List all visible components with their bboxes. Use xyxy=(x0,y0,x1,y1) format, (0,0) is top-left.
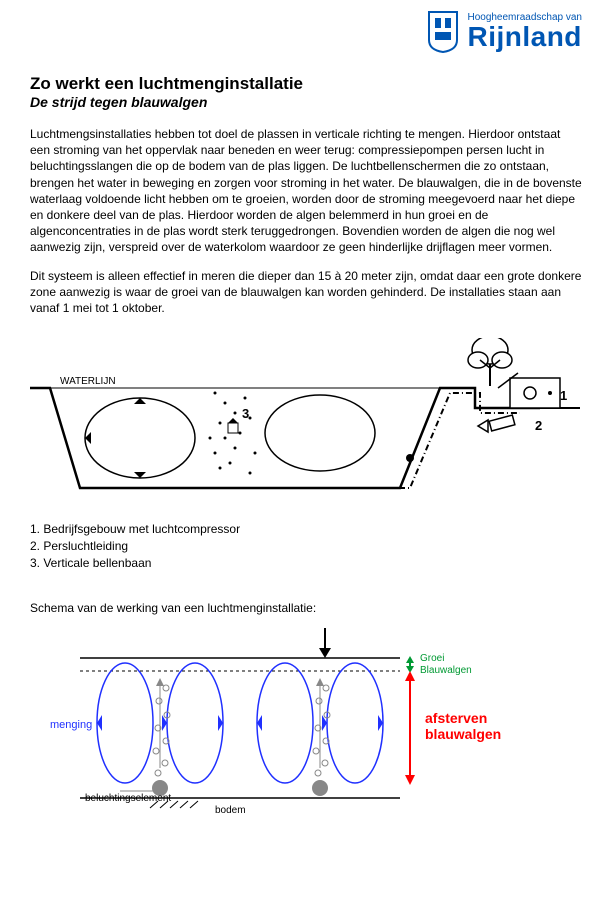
paragraph-2: Dit systeem is alleen effectief in meren… xyxy=(30,268,582,317)
groei-label: Groei xyxy=(420,653,444,664)
tree-icon xyxy=(468,338,512,386)
logo-main: Rijnland xyxy=(467,21,582,53)
legend-3: 3. Verticale bellenbaan xyxy=(30,555,582,572)
marker-1: 1 xyxy=(560,388,567,403)
waterlijn-label: WATERLIJN xyxy=(60,376,116,387)
page-title: Zo werkt een luchtmenginstallatie xyxy=(30,74,582,94)
marker-2: 2 xyxy=(535,418,542,433)
schema-label: Schema van de werking van een luchtmengi… xyxy=(30,601,582,615)
header: Hoogheemraadschap van Rijnland xyxy=(30,10,582,54)
bodem-label: bodem xyxy=(215,805,246,816)
blauwalgen-top-label: Blauwalgen xyxy=(420,665,472,676)
legend-1: 1. Bedrijfsgebouw met luchtcompressor xyxy=(30,521,582,538)
diagram-schema: Groei Blauwalgen afsterven blauwalgen me… xyxy=(30,623,530,823)
menging-label: menging xyxy=(50,719,92,731)
marker-3: 3 xyxy=(242,406,249,421)
legend: 1. Bedrijfsgebouw met luchtcompressor 2.… xyxy=(30,521,582,571)
diagram-cross-section: WATERLIJN 3 1 2 xyxy=(20,338,580,508)
paragraph-1: Luchtmengsinstallaties hebben tot doel d… xyxy=(30,126,582,256)
legend-2: 2. Persluchtleiding xyxy=(30,538,582,555)
page-subtitle: De strijd tegen blauwalgen xyxy=(30,94,582,110)
logo-shield-icon xyxy=(427,10,459,54)
afsterven-label-2: blauwalgen xyxy=(425,726,501,742)
afsterven-label-1: afsterven xyxy=(425,710,487,726)
